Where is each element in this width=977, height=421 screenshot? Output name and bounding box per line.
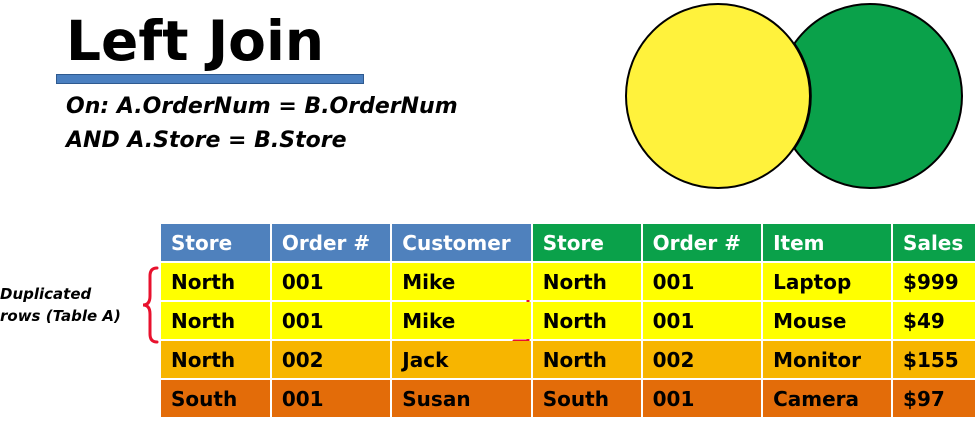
header-store-a: Store (161, 224, 270, 261)
table-cell: North (532, 302, 641, 339)
table-cell: North (161, 302, 270, 339)
table-cell: 001 (271, 302, 391, 339)
join-condition-line-1: On: A.OrderNum = B.OrderNum (66, 94, 458, 119)
table-cell: 001 (642, 263, 762, 300)
table-row: North 002 Jack North 002 Monitor $155 (161, 341, 975, 378)
table-cell: $155 (893, 341, 975, 378)
table-cell: Jack (392, 341, 531, 378)
table-cell: North (161, 263, 270, 300)
header-customer-a: Customer (392, 224, 531, 261)
header-store-b: Store (532, 224, 641, 261)
annotation-line-2: rows (Table A) (0, 307, 121, 325)
join-condition-line-2: AND A.Store = B.Store (66, 128, 347, 153)
venn-circle-a (625, 3, 811, 189)
page-title: Left Join (66, 9, 324, 73)
table-cell: Mike (392, 302, 531, 339)
table-cell: South (532, 380, 641, 417)
table-cell: North (532, 341, 641, 378)
table-cell: $97 (893, 380, 975, 417)
title-underline (56, 74, 364, 84)
header-item-b: Item (763, 224, 892, 261)
table-cell: Monitor (763, 341, 892, 378)
header-order-a: Order # (271, 224, 391, 261)
table-cell: $999 (893, 263, 975, 300)
table-cell: 002 (271, 341, 391, 378)
table-cell: Mike (392, 263, 531, 300)
join-result-table: Store Order # Customer Store Order # Ite… (159, 222, 977, 419)
table-cell: $49 (893, 302, 975, 339)
duplicated-rows-annotation: Duplicated rows (Table A) (0, 283, 140, 327)
header-order-b: Order # (642, 224, 762, 261)
table-cell: Camera (763, 380, 892, 417)
annotation-line-1: Duplicated (0, 285, 92, 303)
table-row: North 001 Mike North 001 Laptop $999 (161, 263, 975, 300)
venn-circle-b-outline (793, 42, 812, 150)
table-cell: 001 (271, 263, 391, 300)
table-cell: Laptop (763, 263, 892, 300)
table-cell: Mouse (763, 302, 892, 339)
table-cell: 001 (271, 380, 391, 417)
venn-diagram (625, 3, 963, 189)
table-header-row: Store Order # Customer Store Order # Ite… (161, 224, 975, 261)
table-cell: Susan (392, 380, 531, 417)
header-sales-b: Sales (893, 224, 975, 261)
table-row: South 001 Susan South 001 Camera $97 (161, 380, 975, 417)
left-curly-bracket (142, 266, 159, 344)
table-cell: 001 (642, 380, 762, 417)
table-cell: 001 (642, 302, 762, 339)
table-cell: North (161, 341, 270, 378)
table-cell: 002 (642, 341, 762, 378)
table-row: North 001 Mike North 001 Mouse $49 (161, 302, 975, 339)
table-cell: North (532, 263, 641, 300)
table-cell: South (161, 380, 270, 417)
